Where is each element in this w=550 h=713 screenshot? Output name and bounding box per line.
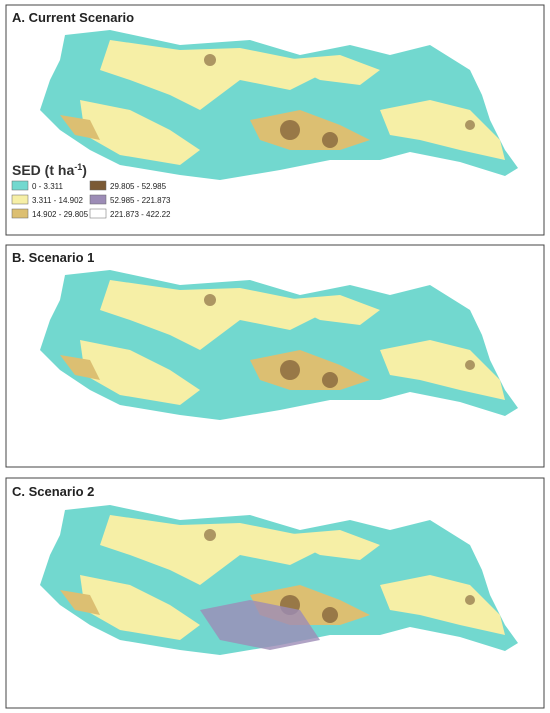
legend-swatch xyxy=(89,194,107,205)
legend: 0 - 3.311 3.311 - 14.902 14.902 - 29.805 29… xyxy=(11,180,171,219)
panel-title: C. Scenario 2 xyxy=(12,484,94,499)
legend-title: SED (t ha-1) xyxy=(12,162,87,178)
panel-frame xyxy=(5,4,545,236)
legend-title-sup: -1 xyxy=(74,162,82,172)
legend-title-end: ) xyxy=(82,162,87,178)
panel-frame xyxy=(5,244,545,468)
legend-title-main: SED (t ha xyxy=(12,162,74,178)
legend-label: 52.985 - 221.873 xyxy=(110,196,171,205)
legend-label: 0 - 3.311 xyxy=(32,182,64,191)
legend-swatch xyxy=(11,180,29,191)
legend-label: 221.873 - 422.22 xyxy=(110,210,171,219)
legend-swatch xyxy=(11,194,29,205)
sediment-map xyxy=(40,30,518,180)
panel-title: A. Current Scenario xyxy=(12,10,134,25)
legend-label: 14.902 - 29.805 xyxy=(32,210,89,219)
legend-label: 29.805 - 52.985 xyxy=(110,182,167,191)
panel-title: B. Scenario 1 xyxy=(12,250,94,265)
sediment-map xyxy=(40,270,518,420)
legend-label: 3.311 - 14.902 xyxy=(32,196,84,205)
legend-swatch xyxy=(89,180,107,191)
panel-frame xyxy=(5,477,545,709)
legend-swatch xyxy=(11,208,29,219)
map-patch xyxy=(200,600,320,650)
legend-swatch xyxy=(89,208,107,219)
